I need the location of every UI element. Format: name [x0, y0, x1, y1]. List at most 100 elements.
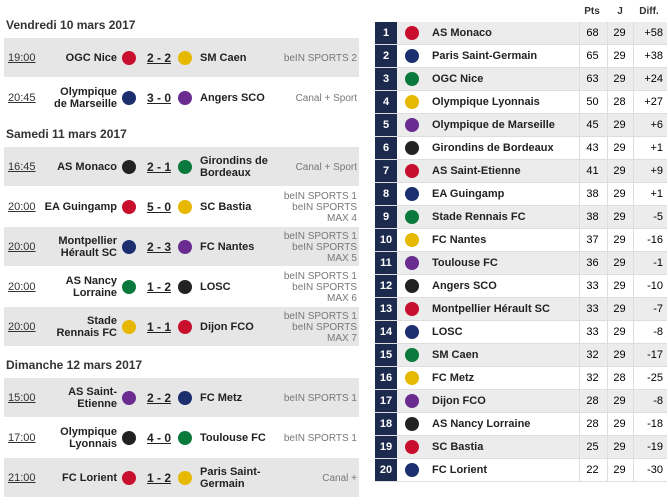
played: 29 — [607, 275, 631, 297]
match-time[interactable]: 20:00 — [8, 321, 36, 333]
team-logo — [405, 233, 419, 247]
points: 33 — [579, 275, 605, 297]
team-logo — [405, 164, 419, 178]
score[interactable]: 2 - 1 — [146, 160, 171, 174]
rank: 19 — [375, 436, 397, 458]
match-row: 21:00 FC Lorient 1 - 2 Paris Saint- Germain… — [4, 458, 359, 498]
home-logo — [122, 471, 136, 485]
score[interactable]: 1 - 2 — [146, 471, 171, 485]
away-logo — [178, 51, 192, 65]
score[interactable]: 2 - 2 — [146, 51, 171, 65]
played: 29 — [607, 160, 631, 182]
goal-diff: -16 — [633, 229, 667, 251]
team-logo — [405, 302, 419, 316]
team-name: AS Nancy Lorraine — [432, 418, 531, 430]
points: 36 — [579, 252, 605, 274]
away-team: LOSC — [200, 281, 231, 293]
team-name: AS Monaco — [432, 27, 492, 39]
goal-diff: -30 — [633, 459, 667, 481]
home-team: AS Nancy Lorraine — [65, 275, 117, 299]
team-name: Toulouse FC — [432, 257, 498, 269]
away-team: SM Caen — [200, 52, 247, 64]
score[interactable]: 2 - 3 — [146, 240, 171, 254]
rank: 6 — [375, 137, 397, 159]
standing-row: 8 EA Guingamp 38 29 +1 — [375, 183, 667, 206]
standing-row: 2 Paris Saint-Germain 65 29 +38 — [375, 45, 667, 68]
away-logo — [178, 431, 192, 445]
team-name: Montpellier Hérault SC — [432, 303, 550, 315]
played: 29 — [607, 252, 631, 274]
home-logo — [122, 160, 136, 174]
played: 29 — [607, 298, 631, 320]
home-logo — [122, 391, 136, 405]
match-row: 20:45 Olympique de Marseille 3 - 0 Angers S… — [4, 78, 359, 118]
channel: Canal + Sport — [295, 92, 357, 104]
team-logo — [405, 141, 419, 155]
match-row: 20:00 Stade Rennais FC 1 - 1 Dijon FCO beIN … — [4, 307, 359, 347]
fixtures: Vendredi 10 mars 2017 19:00 OGC Nice 2 - 2 S… — [4, 18, 359, 498]
rank: 12 — [375, 275, 397, 297]
home-logo — [122, 320, 136, 334]
rank: 8 — [375, 183, 397, 205]
score[interactable]: 1 - 2 — [146, 280, 171, 294]
match-row: 16:45 AS Monaco 2 - 1 Girondins de Bordeaux… — [4, 147, 359, 187]
team-name: LOSC — [432, 326, 463, 338]
points: 38 — [579, 206, 605, 228]
match-time[interactable]: 17:00 — [8, 432, 36, 444]
rank: 4 — [375, 91, 397, 113]
points: 65 — [579, 45, 605, 67]
match-time[interactable]: 15:00 — [8, 392, 36, 404]
standing-row: 4 Olympique Lyonnais 50 28 +27 — [375, 91, 667, 114]
goal-diff: +58 — [633, 22, 667, 44]
home-logo — [122, 91, 136, 105]
match-time[interactable]: 20:00 — [8, 201, 36, 213]
rank: 3 — [375, 68, 397, 90]
team-logo — [405, 26, 419, 40]
match-time[interactable]: 16:45 — [8, 161, 36, 173]
standing-row: 3 OGC Nice 63 29 +24 — [375, 68, 667, 91]
away-logo — [178, 320, 192, 334]
score[interactable]: 3 - 0 — [146, 91, 171, 105]
points: 68 — [579, 22, 605, 44]
home-logo — [122, 51, 136, 65]
standing-row: 20 FC Lorient 22 29 -30 — [375, 459, 667, 482]
team-name: OGC Nice — [432, 73, 484, 85]
points: 63 — [579, 68, 605, 90]
match-time[interactable]: 19:00 — [8, 52, 36, 64]
goal-diff: -8 — [633, 390, 667, 412]
home-logo — [122, 431, 136, 445]
score[interactable]: 2 - 2 — [146, 391, 171, 405]
away-team: Paris Saint- Germain — [200, 466, 261, 490]
match-time[interactable]: 21:00 — [8, 472, 36, 484]
match-time[interactable]: 20:45 — [8, 92, 36, 104]
goal-diff: +9 — [633, 160, 667, 182]
goal-diff: +27 — [633, 91, 667, 113]
played: 29 — [607, 45, 631, 67]
team-logo — [405, 256, 419, 270]
score[interactable]: 5 - 0 — [146, 200, 171, 214]
column-header: J — [617, 6, 623, 17]
match-time[interactable]: 20:00 — [8, 281, 36, 293]
team-name: Dijon FCO — [432, 395, 486, 407]
away-logo — [178, 160, 192, 174]
team-logo — [405, 95, 419, 109]
score[interactable]: 4 - 0 — [146, 431, 171, 445]
day-title: Dimanche 12 mars 2017 — [6, 358, 143, 372]
goal-diff: -17 — [633, 344, 667, 366]
away-logo — [178, 391, 192, 405]
points: 38 — [579, 183, 605, 205]
score[interactable]: 1 - 1 — [146, 320, 171, 334]
points: 33 — [579, 298, 605, 320]
points: 50 — [579, 91, 605, 113]
team-logo — [405, 394, 419, 408]
team-name: SC Bastia — [432, 441, 484, 453]
points: 25 — [579, 436, 605, 458]
home-team: Olympique Lyonnais — [60, 426, 117, 450]
match-time[interactable]: 20:00 — [8, 241, 36, 253]
away-team: Angers SCO — [200, 92, 265, 104]
played: 29 — [607, 22, 631, 44]
home-logo — [122, 280, 136, 294]
home-team: AS Monaco — [57, 161, 117, 173]
team-logo — [405, 371, 419, 385]
